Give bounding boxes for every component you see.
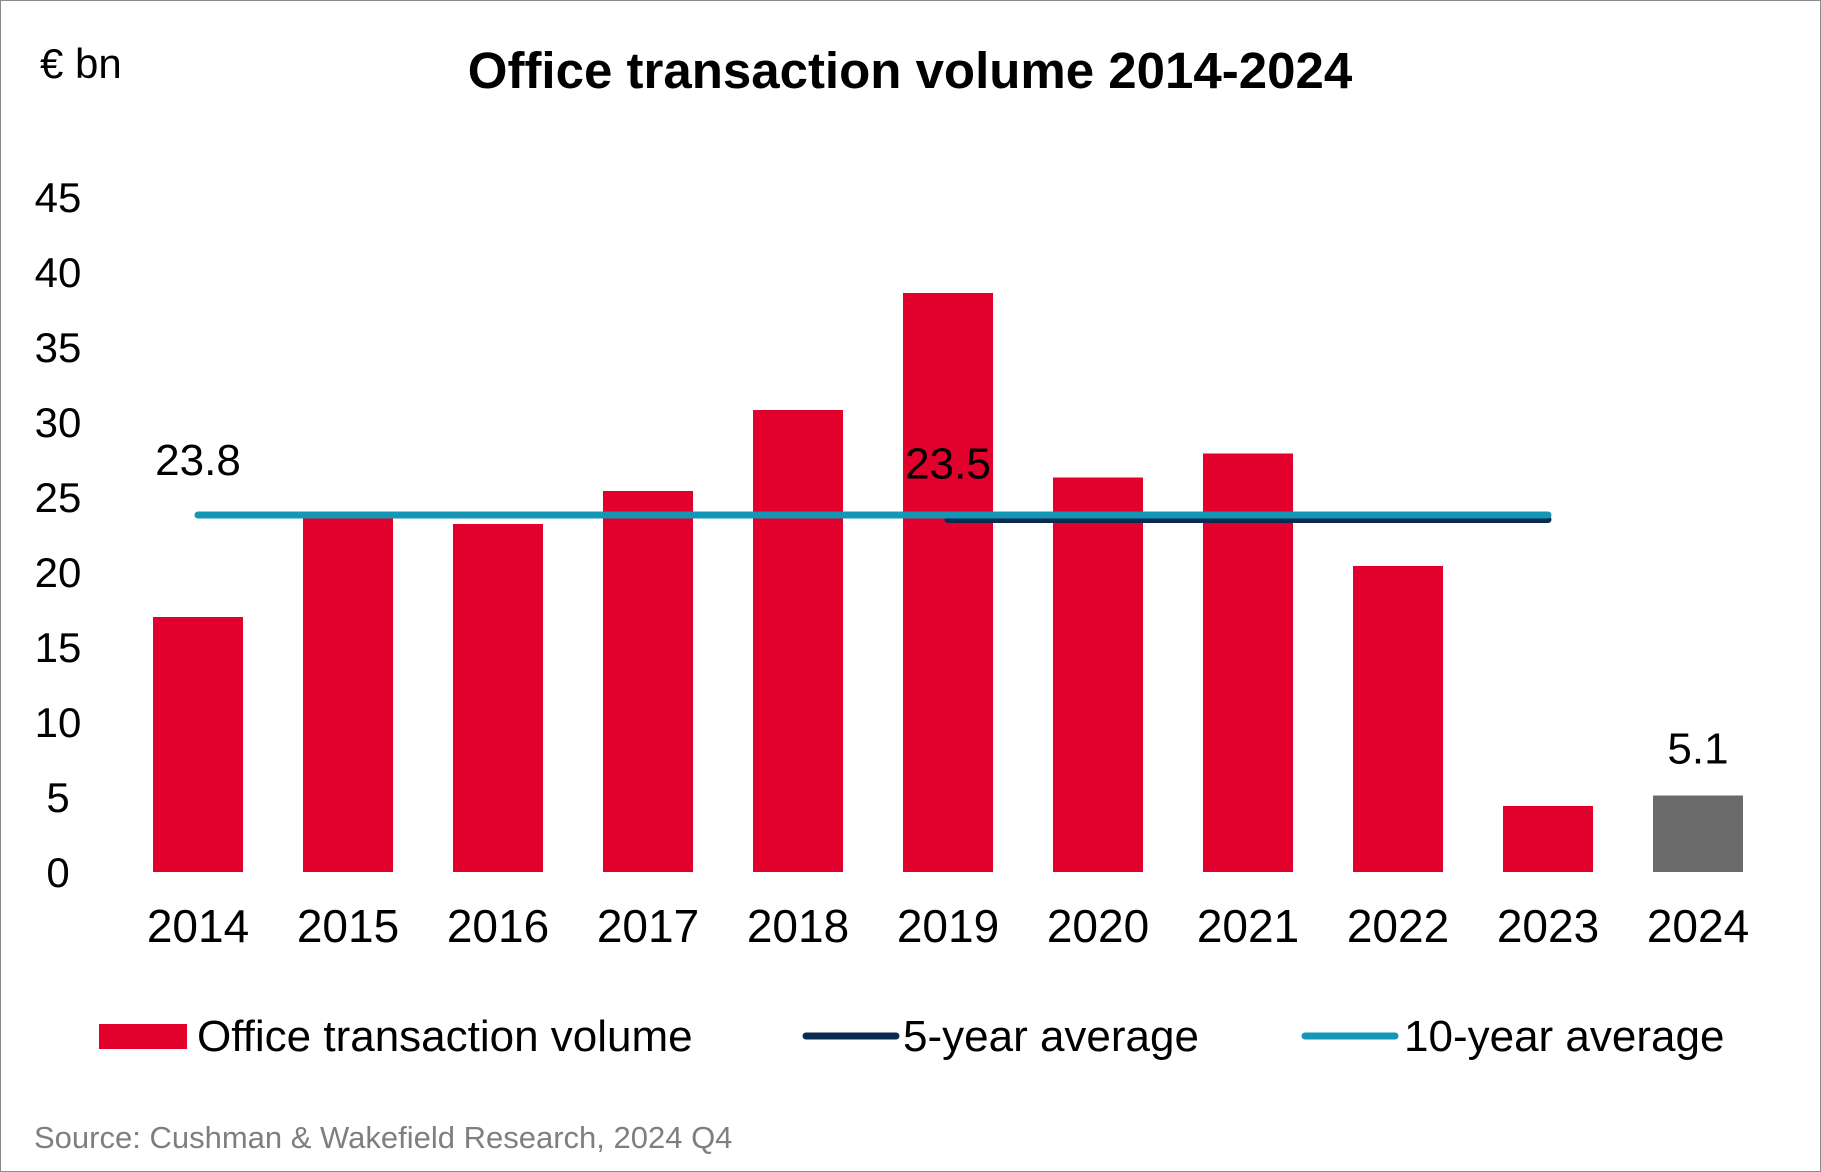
x-tick-label: 2019 [897,900,999,952]
y-axis: 0 5 10 15 20 25 30 35 40 45 [35,174,82,896]
source-note: Source: Cushman & Wakefield Research, 20… [34,1120,732,1155]
x-tick-label: 2024 [1647,900,1749,952]
y-tick-label: 10 [35,699,82,746]
chart-title: Office transaction volume 2014-2024 [468,42,1353,99]
average-lines-group [194,511,1552,523]
data-label: 5.1 [1667,725,1728,774]
y-tick-label: 30 [35,399,82,446]
bar-2024 [1653,795,1743,872]
y-tick-label: 25 [35,474,82,521]
y-tick-label: 40 [35,249,82,296]
x-tick-label: 2018 [747,900,849,952]
y-tick-label: 15 [35,624,82,671]
data-label: 23.8 [155,436,241,485]
bar-2014 [153,617,243,872]
y-tick-label: 0 [46,849,69,896]
x-axis: 2014 2015 2016 2017 2018 2019 2020 2021 2022 2023… [147,900,1749,952]
bar-2019 [903,293,993,872]
legend-swatch-volume [99,1024,187,1049]
bar-2018 [753,410,843,872]
x-tick-label: 2015 [297,900,399,952]
x-tick-label: 2020 [1047,900,1149,952]
y-tick-label: 45 [35,174,82,221]
unit-label: € bn [40,40,122,87]
data-label: 23.5 [905,440,991,489]
x-tick-label: 2022 [1347,900,1449,952]
y-tick-label: 35 [35,324,82,371]
bars-group [153,293,1743,872]
bar-2022 [1353,566,1443,872]
bar-2016 [453,524,543,872]
legend-label-volume: Office transaction volume [197,1012,693,1061]
x-tick-label: 2014 [147,900,249,952]
y-tick-label: 20 [35,549,82,596]
bar-2015 [303,516,393,872]
bar-2020 [1053,477,1143,872]
x-tick-label: 2017 [597,900,699,952]
bar-2017 [603,491,693,872]
y-tick-label: 5 [46,774,69,821]
data-labels-group: 23.8 23.5 5.1 [155,436,1728,774]
x-tick-label: 2016 [447,900,549,952]
legend-label-10yr: 10-year average [1404,1012,1724,1061]
x-tick-label: 2021 [1197,900,1299,952]
bar-2021 [1203,453,1293,872]
legend-label-5yr: 5-year average [903,1012,1199,1061]
x-tick-label: 2023 [1497,900,1599,952]
legend: Office transaction volume 5-year average… [99,1012,1724,1061]
bar-2023 [1503,806,1593,872]
